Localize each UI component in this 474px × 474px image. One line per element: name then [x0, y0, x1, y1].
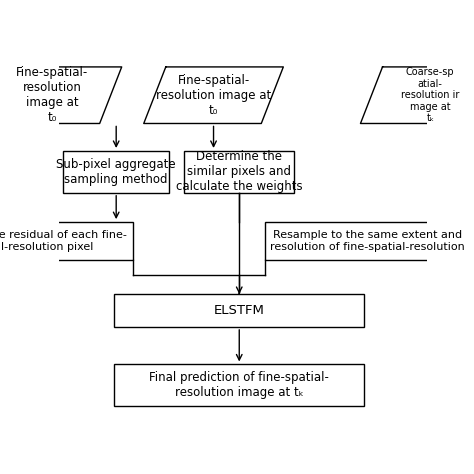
Text: Sub-pixel aggregate
sampling method: Sub-pixel aggregate sampling method	[56, 158, 176, 186]
Text: Determine the
similar pixels and
calculate the weights: Determine the similar pixels and calcula…	[176, 150, 302, 193]
Text: Resample to the same extent and
resolution of fine-spatial-resolution: Resample to the same extent and resoluti…	[271, 230, 465, 252]
Bar	[114, 365, 364, 406]
Text: Compute the residual of each fine-
spatial-resolution pixel: Compute the residual of each fine- spati…	[0, 230, 127, 252]
Bar	[0, 222, 133, 260]
Text: Fine-spatial-
resolution
image at
t₀: Fine-spatial- resolution image at t₀	[16, 66, 88, 124]
Text: ELSTFM: ELSTFM	[214, 304, 264, 317]
Bar	[265, 222, 471, 260]
Polygon shape	[0, 67, 122, 124]
Text: Final prediction of fine-spatial-
resolution image at tₖ: Final prediction of fine-spatial- resolu…	[149, 371, 329, 400]
Text: Coarse-sp
atial-
resolution ir
mage at
tₖ: Coarse-sp atial- resolution ir mage at t…	[401, 67, 459, 123]
Text: Fine-spatial-
resolution image at
t₀: Fine-spatial- resolution image at t₀	[156, 73, 271, 117]
Bar	[184, 151, 294, 193]
Bar	[114, 294, 364, 327]
Polygon shape	[360, 67, 474, 124]
Bar	[63, 151, 169, 193]
Polygon shape	[144, 67, 283, 124]
